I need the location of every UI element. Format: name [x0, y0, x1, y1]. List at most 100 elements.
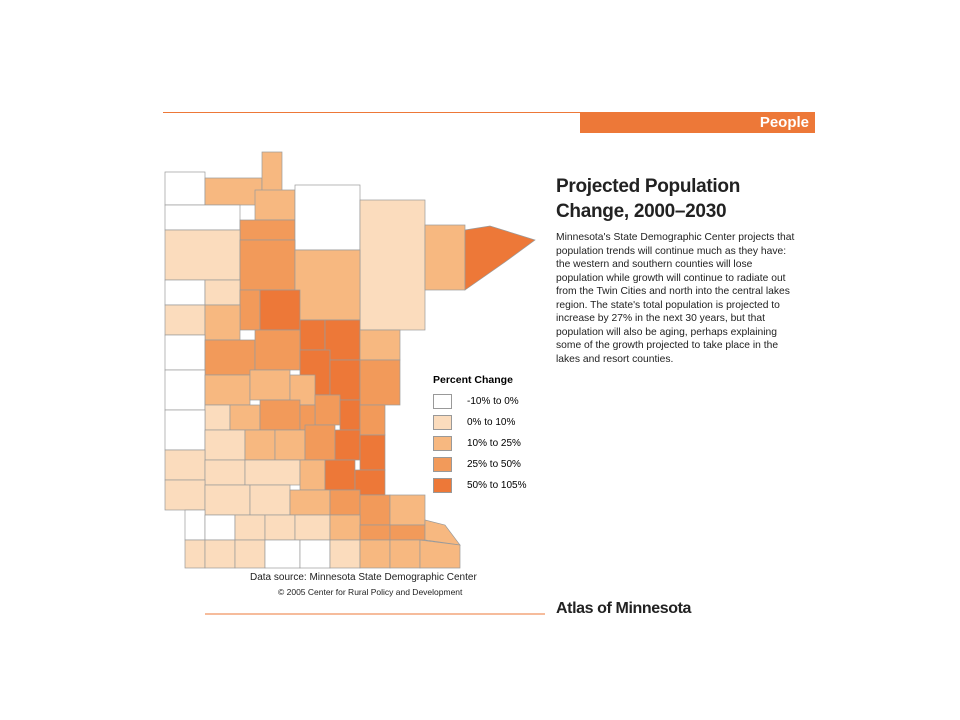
county — [184, 509, 206, 541]
legend-title: Percent Change — [433, 374, 513, 386]
county — [204, 279, 241, 306]
body-line: from the Twin Cities and north into the … — [556, 286, 790, 297]
title-line: Projected Population — [556, 176, 741, 197]
county — [359, 539, 391, 569]
legend-swatch — [433, 394, 452, 409]
county — [204, 484, 251, 516]
county — [259, 399, 301, 431]
legend-item: 50% to 105% — [433, 475, 527, 496]
body-text: Minnesota's State Demographic Center pro… — [556, 231, 794, 366]
county — [244, 429, 276, 461]
legend-swatch — [433, 436, 452, 451]
body-line: population while growth will continue to… — [556, 272, 786, 284]
county — [359, 359, 401, 406]
county — [164, 204, 241, 231]
county — [164, 449, 206, 481]
body-line: Minnesota's State Demographic Center pro… — [556, 232, 795, 243]
legend-item: -10% to 0% — [433, 391, 527, 412]
body-line: population will also be aging, perhaps e… — [556, 326, 777, 338]
county — [339, 399, 361, 431]
source: Data source: Minnesota State Demographic… — [250, 572, 477, 583]
legend-label: 10% to 25% — [467, 438, 521, 449]
county — [261, 151, 283, 193]
county — [329, 539, 361, 569]
county — [329, 514, 361, 541]
counties — [164, 151, 536, 569]
county — [359, 404, 386, 436]
county — [299, 539, 331, 569]
county — [299, 319, 326, 351]
county — [324, 459, 356, 491]
county — [239, 289, 261, 331]
legend-item: 0% to 10% — [433, 412, 527, 433]
county — [329, 489, 361, 516]
footer: Atlas of Minnesota — [556, 600, 692, 617]
county — [204, 339, 256, 376]
county — [164, 304, 206, 336]
county — [359, 329, 401, 361]
county — [359, 524, 391, 541]
county — [164, 369, 206, 411]
county — [204, 374, 251, 406]
county — [244, 459, 301, 486]
title-line: Change, 2000–2030 — [556, 201, 727, 222]
county — [424, 224, 466, 291]
header-rule — [163, 112, 580, 113]
county — [239, 219, 296, 241]
county — [389, 524, 426, 541]
county — [164, 334, 206, 371]
county — [164, 229, 241, 281]
legend-swatch — [433, 415, 452, 430]
county — [204, 514, 236, 541]
title: Projected Population Change, 2000–2030 — [556, 174, 740, 224]
county — [389, 494, 426, 526]
county — [274, 429, 306, 461]
body-line: increase by 27% in the next 30 years, bu… — [556, 313, 765, 324]
county — [294, 514, 331, 541]
copyright: © 2005 Center for Rural Policy and Devel… — [278, 587, 463, 597]
legend: Percent Change -10% to 0% 0% to 10% 10% to… — [433, 374, 527, 496]
county — [164, 479, 206, 511]
county — [264, 514, 296, 541]
county — [299, 459, 326, 491]
county — [229, 404, 261, 431]
county — [249, 484, 291, 516]
county — [419, 539, 461, 569]
legend-item: 10% to 25% — [433, 433, 527, 454]
legend-swatch — [433, 457, 452, 472]
section-tab: People — [580, 112, 815, 133]
county — [294, 249, 361, 321]
county — [204, 539, 236, 569]
legend-label: 50% to 105% — [467, 480, 527, 491]
county — [294, 184, 361, 251]
county — [204, 304, 241, 341]
body-line: region. The state's total population is … — [556, 299, 780, 311]
county — [204, 177, 263, 206]
county — [334, 429, 361, 461]
county — [249, 369, 291, 401]
county — [204, 429, 246, 461]
body-line: some of the growth projected to take pla… — [556, 340, 779, 351]
county — [164, 409, 206, 451]
county — [359, 494, 391, 526]
county — [204, 404, 231, 431]
body-line: the western and southern counties will l… — [556, 259, 753, 270]
county — [239, 239, 296, 291]
county — [304, 424, 336, 461]
county — [164, 279, 206, 306]
body-line: population trends will continue much as … — [556, 245, 787, 257]
county — [314, 394, 341, 426]
county — [254, 189, 296, 221]
county — [359, 434, 386, 471]
county — [204, 459, 246, 486]
county — [254, 329, 301, 371]
county — [289, 489, 331, 516]
county — [359, 199, 426, 331]
county — [164, 171, 206, 206]
legend-label: 0% to 10% — [467, 417, 516, 428]
county — [329, 359, 361, 401]
legend-label: 25% to 50% — [467, 459, 521, 470]
legend-label: -10% to 0% — [467, 396, 519, 407]
